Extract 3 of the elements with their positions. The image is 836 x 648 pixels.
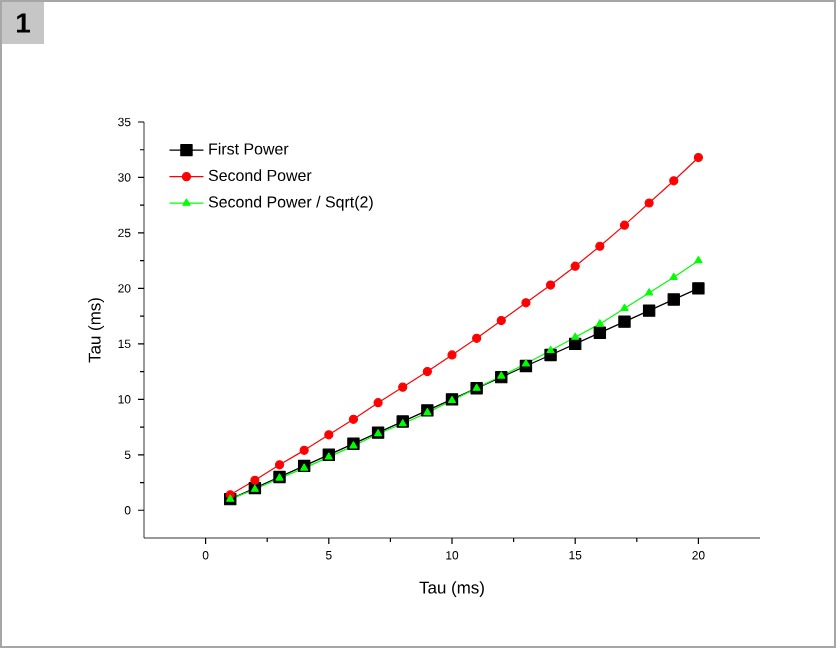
text: 1 [16,13,30,33]
y-axis-title: Tau (ms) [88,298,104,363]
x-axis-title: Tau (ms) [419,581,484,597]
